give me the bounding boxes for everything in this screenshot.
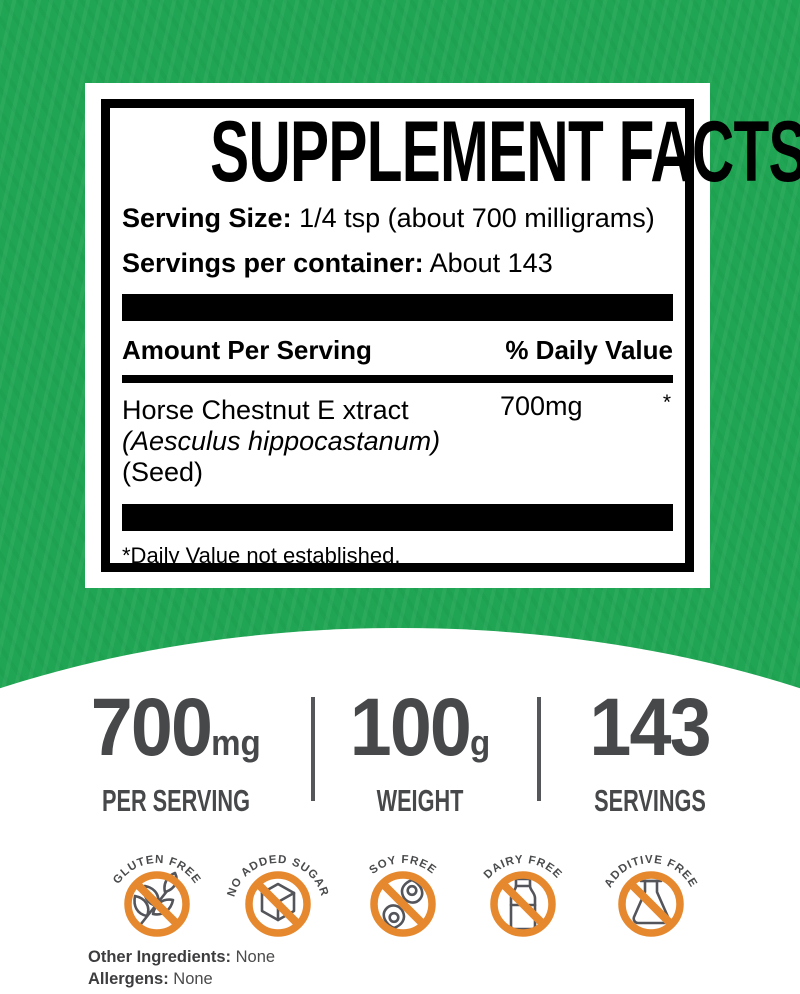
stat-label: WEIGHT xyxy=(376,783,464,818)
ingredient-plant-part: (Seed) xyxy=(122,457,204,487)
prohibition-circle-icon xyxy=(124,871,190,937)
amount-per-serving-header: Amount Per Serving xyxy=(122,335,372,365)
servings-per-container-label: Servings per container: xyxy=(122,248,424,278)
badge-dairy-free: DAIRY FREE xyxy=(461,832,585,940)
prohibition-circle-icon xyxy=(490,871,556,937)
separator-bar xyxy=(122,504,673,531)
facts-title: SUPPLEMENT FACTS xyxy=(210,104,800,200)
stat-label: PER SERVING xyxy=(102,783,250,818)
stat-label: SERVINGS xyxy=(594,783,706,818)
stat-weight: 100g WEIGHT xyxy=(344,687,497,818)
badge-gluten-free: GLUTEN FREE xyxy=(95,832,219,940)
badge-additive-free: ADDITIVE FREE xyxy=(589,832,713,940)
stat-value: 100g xyxy=(350,687,491,783)
prohibition-circle-icon xyxy=(245,871,311,937)
stat-per-serving: 700mg PER SERVING xyxy=(70,687,281,818)
ingredient-row: Horse Chestnut E xtract (Aesculus hippoc… xyxy=(122,391,673,490)
ingredient-name-block: Horse Chestnut E xtract (Aesculus hippoc… xyxy=(122,395,492,488)
ingredient-latin-name: (Aesculus hippocastanum) xyxy=(122,426,441,456)
serving-size-label: Serving Size: xyxy=(122,203,292,233)
servings-per-container-line: Servings per container: About 143 xyxy=(122,246,673,280)
footer-allergens: Allergens: None xyxy=(88,968,275,990)
stat-servings: 143 SERVINGS xyxy=(570,687,730,818)
footer-notes: Other Ingredients: None Allergens: None xyxy=(88,946,275,990)
separator-bar xyxy=(122,294,673,321)
stat-divider xyxy=(311,697,315,801)
other-ingredients-label: Other Ingredients: xyxy=(88,948,232,966)
badge-arc-label: GLUTEN FREE xyxy=(111,854,203,887)
ingredient-amount: 700mg xyxy=(500,391,583,421)
footer-other-ingredients: Other Ingredients: None xyxy=(88,946,275,968)
stat-divider xyxy=(537,697,541,801)
badge-soy-free: SOY FREE xyxy=(341,832,465,940)
serving-size-line: Serving Size: 1/4 tsp (about 700 milligr… xyxy=(122,201,673,235)
stat-number-text: 143 xyxy=(589,682,712,773)
supplement-facts-panel: SUPPLEMENT FACTS Serving Size: 1/4 tsp (… xyxy=(85,83,800,588)
ingredient-name: Horse Chestnut E xtract xyxy=(122,395,409,425)
serving-size-value: 1/4 tsp (about 700 milligrams) xyxy=(299,203,655,233)
stat-unit: g xyxy=(470,722,491,763)
allergens-value: None xyxy=(173,970,213,988)
prohibition-circle-icon xyxy=(370,871,436,937)
daily-value-header: % Daily Value xyxy=(505,335,673,365)
soy-pod-icon xyxy=(382,878,424,930)
facts-border-box: SUPPLEMENT FACTS Serving Size: 1/4 tsp (… xyxy=(101,99,800,572)
daily-value-footnote: *Daily Value not established. xyxy=(122,543,401,568)
daily-value-asterisk: * xyxy=(662,391,671,414)
stat-unit: mg xyxy=(211,722,262,763)
prohibition-slash-icon xyxy=(499,880,547,928)
prohibition-slash-icon xyxy=(379,880,427,928)
prohibition-slash-icon xyxy=(133,880,181,928)
column-header-row: Amount Per Serving % Daily Value xyxy=(122,334,673,366)
stat-number-text: 100 xyxy=(349,682,472,773)
allergens-label: Allergens: xyxy=(88,970,169,988)
stat-value: 700mg xyxy=(91,687,262,783)
stat-number-text: 700 xyxy=(90,682,213,773)
prohibition-circle-icon xyxy=(618,871,684,937)
header-rule xyxy=(122,375,673,383)
prohibition-slash-icon xyxy=(254,880,302,928)
other-ingredients-value: None xyxy=(235,948,276,966)
prohibition-slash-icon xyxy=(627,880,675,928)
badge-no-added-sugar: NO ADDED SUGAR xyxy=(216,832,340,940)
servings-per-container-value: About 143 xyxy=(429,248,553,278)
stat-value: 143 xyxy=(590,687,712,783)
